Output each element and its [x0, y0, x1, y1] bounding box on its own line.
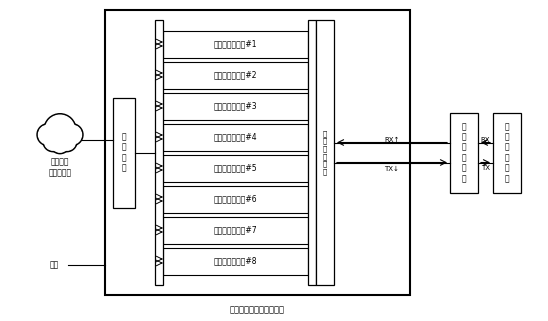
Text: 卫
星
射
频
单
元: 卫 星 射 频 单 元 — [461, 122, 466, 183]
Text: 卫
星
通
信
天
线: 卫 星 通 信 天 线 — [505, 122, 509, 183]
Bar — [105, 10, 410, 295]
Circle shape — [52, 135, 68, 152]
Bar — [163, 30, 308, 57]
Bar — [155, 20, 163, 285]
Circle shape — [62, 125, 82, 144]
Bar — [163, 247, 308, 274]
Circle shape — [43, 132, 63, 152]
Text: 多信道网关模块#2: 多信道网关模块#2 — [214, 71, 257, 80]
Circle shape — [45, 115, 75, 144]
Circle shape — [37, 124, 59, 146]
Circle shape — [38, 125, 58, 144]
Circle shape — [44, 114, 76, 146]
Text: 电源: 电源 — [50, 261, 59, 270]
Circle shape — [61, 124, 83, 146]
Circle shape — [44, 133, 61, 150]
Text: TX: TX — [481, 166, 490, 171]
Circle shape — [57, 132, 77, 152]
Bar — [493, 112, 521, 193]
Bar — [308, 20, 316, 285]
Text: 多信道网关模块#4: 多信道网关模块#4 — [214, 133, 258, 142]
Text: RX: RX — [481, 136, 490, 143]
Bar — [163, 186, 308, 213]
Bar — [163, 92, 308, 119]
Bar — [316, 20, 334, 285]
Text: 多信道网关模块#1: 多信道网关模块#1 — [214, 39, 257, 48]
Text: 多信道网关模块#7: 多信道网关模块#7 — [214, 225, 258, 235]
Bar — [163, 124, 308, 151]
Bar — [163, 62, 308, 89]
Bar — [163, 154, 308, 181]
Text: 多信道网关模块#8: 多信道网关模块#8 — [214, 256, 257, 265]
Text: 网
络
模
块: 网 络 模 块 — [122, 132, 126, 173]
Text: 多信道网关模块#3: 多信道网关模块#3 — [214, 101, 258, 110]
Text: 多信道网关模块#5: 多信道网关模块#5 — [214, 163, 258, 172]
Bar — [113, 98, 135, 207]
Text: 射
频
分
合
路
器: 射 频 分 合 路 器 — [323, 130, 327, 175]
Text: RX↑: RX↑ — [384, 136, 399, 143]
Circle shape — [50, 134, 70, 154]
Text: 地面网络
（互联网）: 地面网络 （互联网） — [48, 158, 72, 177]
Bar — [450, 112, 478, 193]
Text: TX↓: TX↓ — [385, 166, 399, 171]
Text: 卫星物联网网关站组成图: 卫星物联网网关站组成图 — [230, 305, 285, 314]
Circle shape — [59, 133, 76, 150]
Text: 多信道网关模块#6: 多信道网关模块#6 — [214, 195, 258, 204]
Bar — [163, 216, 308, 244]
